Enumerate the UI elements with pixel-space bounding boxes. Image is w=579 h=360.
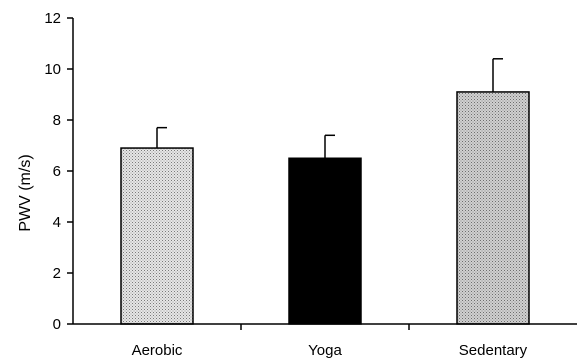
- category-label-sedentary: Sedentary: [459, 342, 528, 359]
- y-axis-title: PWV (m/s): [17, 154, 34, 231]
- y-tick-label: 2: [53, 265, 61, 282]
- bars: [120, 91, 530, 325]
- bar-yoga: [288, 157, 362, 325]
- bar-aerobic: [120, 147, 194, 325]
- y-tick-label: 0: [53, 316, 61, 333]
- y-tick-label: 8: [53, 112, 61, 129]
- y-tick-label: 10: [44, 61, 61, 78]
- y-tick-label: 12: [44, 10, 61, 27]
- x-axis-ticks: [240, 324, 410, 330]
- bar-sedentary: [456, 91, 530, 325]
- category-label-yoga: Yoga: [308, 342, 342, 359]
- category-labels: Aerobic Yoga Sedentary: [132, 342, 528, 359]
- y-tick-label: 4: [53, 214, 61, 231]
- y-tick-label: 6: [53, 163, 61, 180]
- error-bars: [156, 58, 503, 159]
- category-label-aerobic: Aerobic: [132, 342, 183, 359]
- y-axis-ticks: 0 2 4 6 8 10 12: [44, 10, 73, 333]
